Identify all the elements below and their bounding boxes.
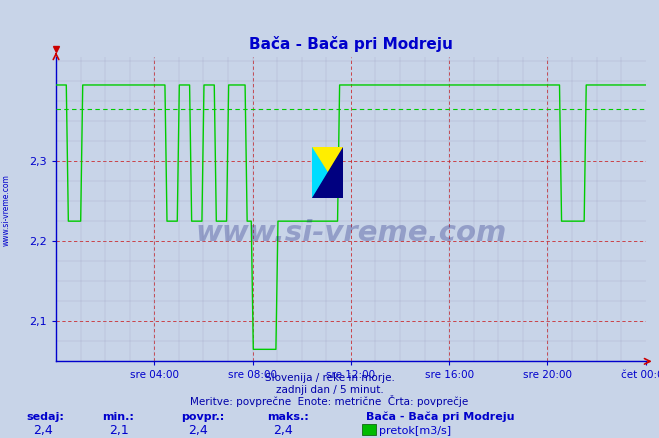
Text: www.si-vreme.com: www.si-vreme.com — [195, 219, 507, 247]
Text: maks.:: maks.: — [267, 412, 308, 422]
Text: Meritve: povprečne  Enote: metrične  Črta: povprečje: Meritve: povprečne Enote: metrične Črta:… — [190, 395, 469, 407]
Text: pretok[m3/s]: pretok[m3/s] — [379, 426, 451, 436]
Polygon shape — [312, 148, 343, 198]
Polygon shape — [312, 148, 343, 198]
Text: 2,4: 2,4 — [33, 424, 53, 437]
Text: Slovenija / reke in morje.: Slovenija / reke in morje. — [264, 373, 395, 383]
Text: Bača - Bača pri Modreju: Bača - Bača pri Modreju — [366, 411, 514, 422]
Polygon shape — [312, 148, 343, 198]
Title: Bača - Bača pri Modreju: Bača - Bača pri Modreju — [249, 35, 453, 52]
Text: 2,4: 2,4 — [188, 424, 208, 437]
Text: zadnji dan / 5 minut.: zadnji dan / 5 minut. — [275, 385, 384, 395]
Text: min.:: min.: — [102, 412, 134, 422]
Text: www.si-vreme.com: www.si-vreme.com — [2, 174, 11, 246]
Text: 2,4: 2,4 — [273, 424, 293, 437]
Text: 2,1: 2,1 — [109, 424, 129, 437]
Text: sedaj:: sedaj: — [26, 412, 64, 422]
Text: povpr.:: povpr.: — [181, 412, 225, 422]
